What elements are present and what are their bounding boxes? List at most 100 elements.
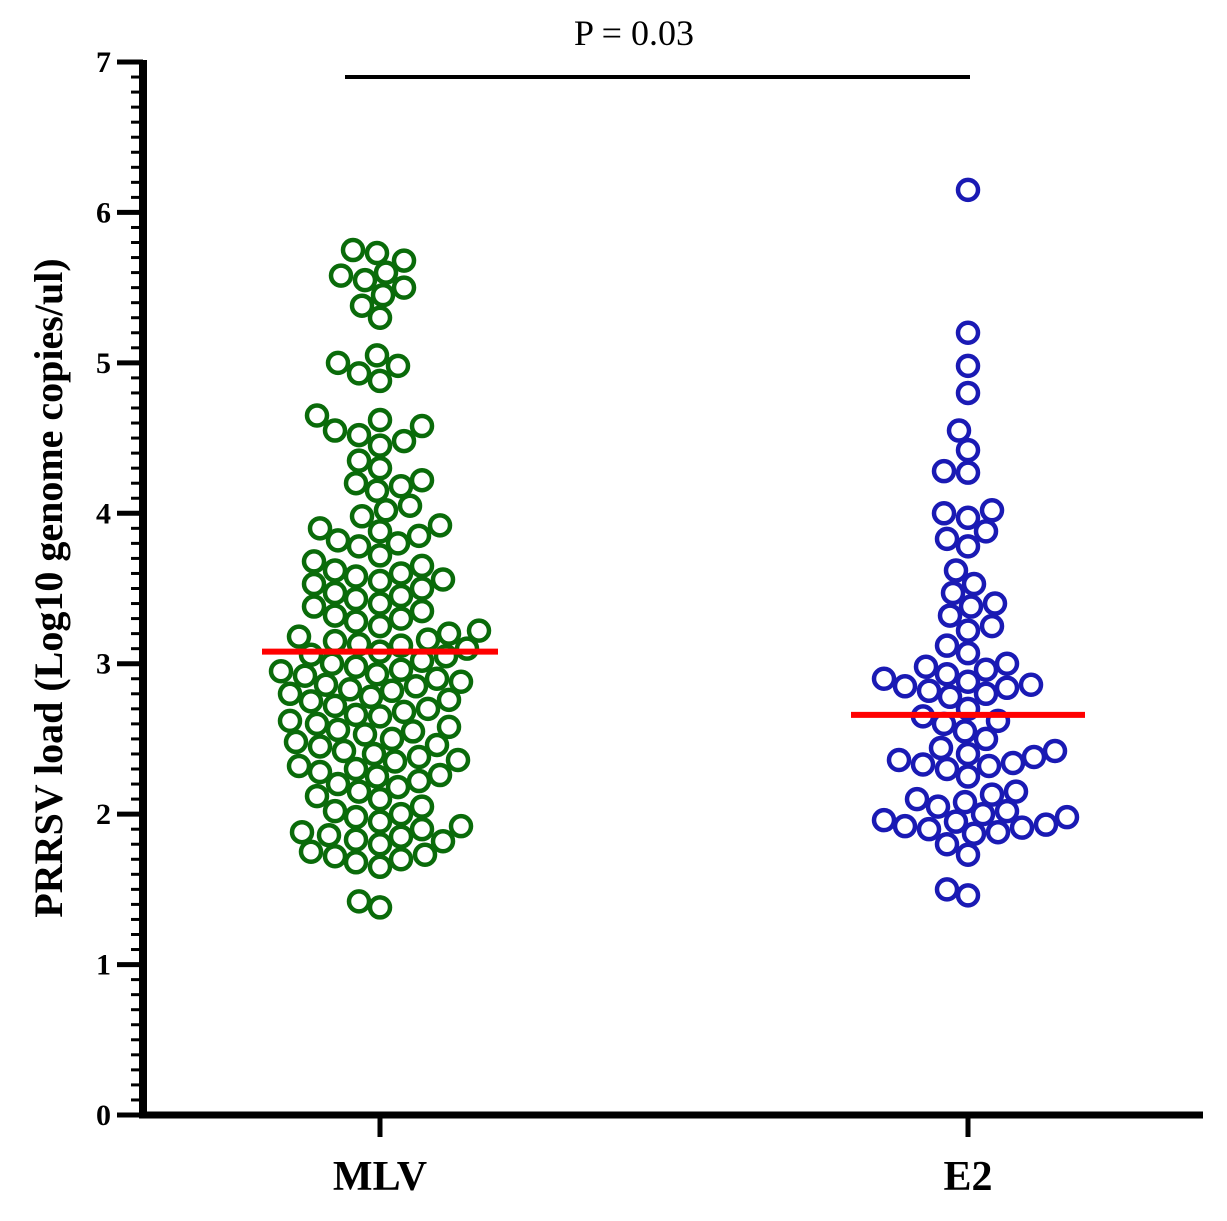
data-point-mlv [388, 606, 414, 631]
data-point-mlv [325, 717, 351, 743]
data-point-e2 [955, 764, 981, 789]
data-point-mlv [343, 564, 369, 589]
data-point-mlv [292, 663, 318, 688]
data-point-mlv [268, 658, 294, 684]
data-point-mlv [385, 774, 411, 800]
data-point-mlv [436, 621, 462, 646]
data-point-e2 [994, 675, 1020, 701]
data-point-mlv [409, 553, 435, 579]
data-point-mlv [346, 448, 372, 473]
data-point-mlv [343, 654, 369, 679]
data-point-mlv [301, 549, 327, 574]
data-point-mlv [322, 844, 348, 869]
data-point-mlv [367, 368, 393, 394]
data-point-e2 [892, 674, 918, 699]
data-point-mlv [328, 263, 354, 288]
data-point-e2 [955, 460, 981, 485]
data-point-mlv [325, 771, 351, 797]
data-point-mlv [367, 591, 393, 616]
data-point-mlv [427, 762, 453, 788]
data-point-mlv [400, 719, 426, 744]
data-point-mlv [346, 889, 372, 914]
data-point-mlv [436, 714, 462, 740]
data-point-mlv [277, 681, 303, 707]
data-point-e2 [958, 594, 984, 619]
data-point-mlv [382, 749, 408, 774]
data-point-mlv [286, 753, 312, 779]
data-point-mlv [424, 666, 450, 692]
x-axis: MLV E2 [139, 1111, 1203, 1200]
data-point-mlv [358, 684, 384, 710]
data-point-mlv [367, 305, 393, 330]
data-point-e2 [916, 816, 942, 842]
data-point-mlv [385, 531, 411, 556]
data-point-e2 [973, 681, 999, 707]
data-point-e2 [955, 320, 981, 346]
data-point-mlv [283, 729, 309, 755]
data-point-mlv [391, 275, 417, 300]
data-point-e2 [934, 831, 960, 857]
data-point-mlv [298, 642, 324, 667]
data-point-mlv [343, 756, 369, 782]
y-tick-label: 5 [96, 347, 111, 380]
data-point-mlv [304, 711, 330, 737]
data-point-mlv [454, 636, 480, 661]
data-point-mlv [433, 643, 459, 669]
data-point-mlv [307, 734, 333, 759]
data-point-e2 [943, 558, 969, 583]
data-point-mlv [445, 747, 471, 773]
data-point-mlv [466, 618, 492, 643]
data-point-mlv [352, 267, 378, 293]
data-point-e2 [931, 458, 957, 484]
data-point-mlv [364, 343, 390, 368]
data-point-mlv [316, 822, 342, 848]
y-tick-label: 0 [96, 1099, 111, 1132]
data-point-mlv [367, 407, 393, 433]
data-point-e2 [925, 794, 951, 819]
data-point-e2 [976, 753, 1002, 779]
y-tick-label: 3 [96, 648, 111, 681]
data-point-mlv [322, 558, 348, 583]
y-tick-label: 1 [96, 949, 111, 982]
data-point-e2 [961, 821, 987, 846]
data-point-mlv [415, 696, 441, 722]
data-point-e2 [955, 640, 981, 666]
data-point-mlv [406, 768, 432, 794]
data-point-mlv [346, 779, 372, 804]
data-point-mlv [307, 759, 333, 785]
data-point-e2 [934, 526, 960, 552]
data-point-mlv [304, 403, 330, 428]
data-point-mlv [286, 624, 312, 649]
y-tick-label: 4 [96, 497, 111, 530]
data-point-mlv [343, 804, 369, 830]
data-point-e2 [952, 789, 978, 815]
data-point-mlv [367, 519, 393, 544]
data-point-e2 [973, 519, 999, 544]
data-point-mlv [367, 543, 393, 568]
data-point-mlv [373, 498, 399, 523]
data-point-mlv [388, 583, 414, 609]
data-point-e2 [952, 719, 978, 744]
data-point-e2 [985, 819, 1011, 845]
data-point-e2 [934, 756, 960, 782]
data-point-e2 [1000, 750, 1026, 776]
data-point-mlv [409, 413, 435, 439]
data-point-mlv [370, 282, 396, 308]
x-category-label: MLV [333, 1154, 427, 1200]
data-point-mlv [364, 764, 390, 789]
data-point-e2 [955, 842, 981, 868]
data-point-mlv [313, 672, 339, 698]
data-point-e2 [910, 752, 936, 777]
data-point-mlv [331, 738, 357, 764]
data-point-e2 [955, 669, 981, 695]
data-point-e2 [955, 534, 981, 559]
data-point-mlv [388, 561, 414, 586]
data-point-mlv [304, 783, 330, 809]
data-point-mlv [388, 847, 414, 872]
data-point-mlv [298, 689, 324, 714]
data-point-e2 [937, 684, 963, 710]
data-point-mlv [388, 801, 414, 827]
data-point-mlv [364, 478, 390, 503]
data-point-mlv [322, 798, 348, 824]
